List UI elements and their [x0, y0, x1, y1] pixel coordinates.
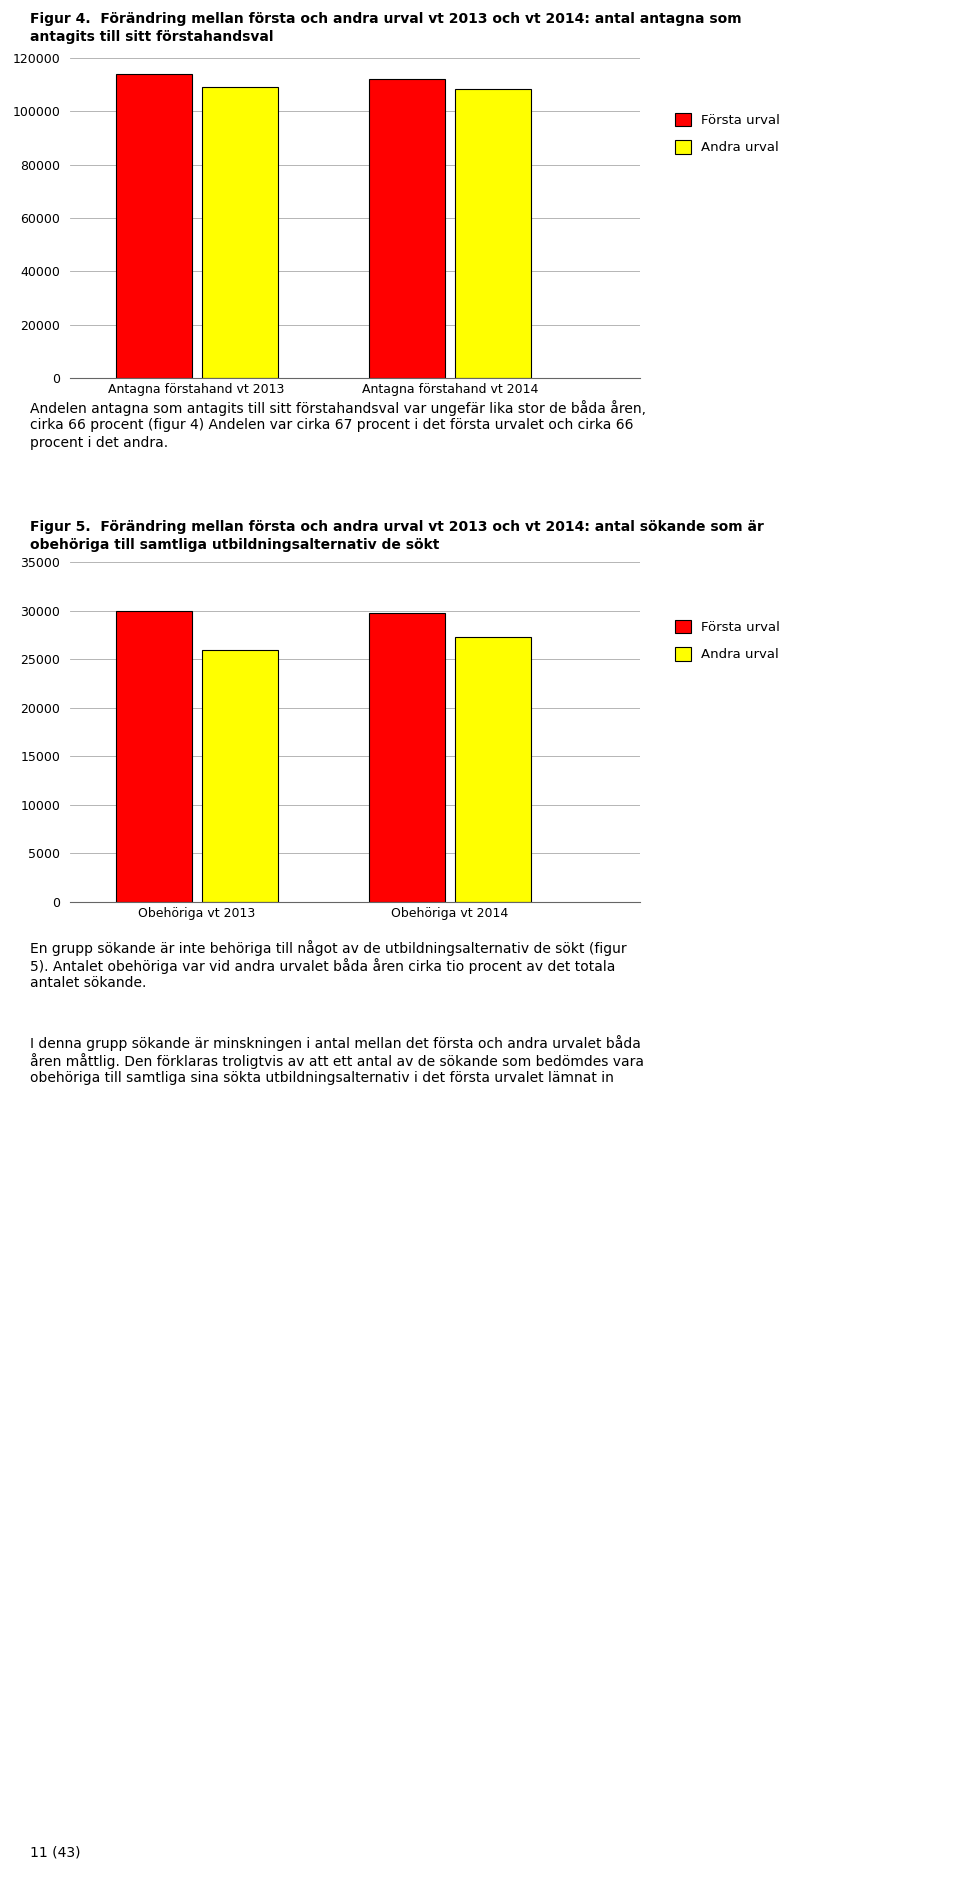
Text: Andelen antagna som antagits till sitt förstahandsval var ungefär lika stor de b: Andelen antagna som antagits till sitt f… [30, 399, 646, 416]
Bar [455, 637, 531, 902]
Text: antalet sökande.: antalet sökande. [30, 976, 146, 989]
Text: åren måttlig. Den förklaras troligtvis av att ett antal av de sökande som bedömd: åren måttlig. Den förklaras troligtvis a… [30, 1053, 644, 1068]
Text: 11 (43): 11 (43) [30, 1844, 81, 1860]
Text: En grupp sökande är inte behöriga till något av de utbildningsalternativ de sökt: En grupp sökande är inte behöriga till n… [30, 940, 627, 955]
Legend: Första urval, Andra urval: Första urval, Andra urval [675, 113, 780, 154]
Bar [369, 612, 444, 902]
Bar [369, 79, 444, 379]
Text: obehöriga till samtliga utbildningsalternativ de sökt: obehöriga till samtliga utbildningsalter… [30, 539, 440, 552]
Text: antagits till sitt förstahandsval: antagits till sitt förstahandsval [30, 30, 274, 43]
Legend: Första urval, Andra urval: Första urval, Andra urval [675, 620, 780, 661]
Text: cirka 66 procent (figur 4) Andelen var cirka 67 procent i det första urvalet och: cirka 66 procent (figur 4) Andelen var c… [30, 418, 634, 431]
Text: procent i det andra.: procent i det andra. [30, 435, 168, 450]
Text: I denna grupp sökande är minskningen i antal mellan det första och andra urvalet: I denna grupp sökande är minskningen i a… [30, 1034, 641, 1051]
Text: obehöriga till samtliga sina sökta utbildningsalternativ i det första urvalet lä: obehöriga till samtliga sina sökta utbil… [30, 1070, 613, 1085]
Text: Figur 4.  Förändring mellan första och andra urval vt 2013 och vt 2014: antal an: Figur 4. Förändring mellan första och an… [30, 11, 742, 26]
Bar [202, 650, 277, 902]
Bar [115, 610, 192, 902]
Text: 5). Antalet obehöriga var vid andra urvalet båda åren cirka tio procent av det t: 5). Antalet obehöriga var vid andra urva… [30, 957, 615, 974]
Bar [115, 73, 192, 379]
Bar [455, 89, 531, 379]
Bar [202, 87, 277, 379]
Text: Figur 5.  Förändring mellan första och andra urval vt 2013 och vt 2014: antal sö: Figur 5. Förändring mellan första och an… [30, 520, 764, 533]
